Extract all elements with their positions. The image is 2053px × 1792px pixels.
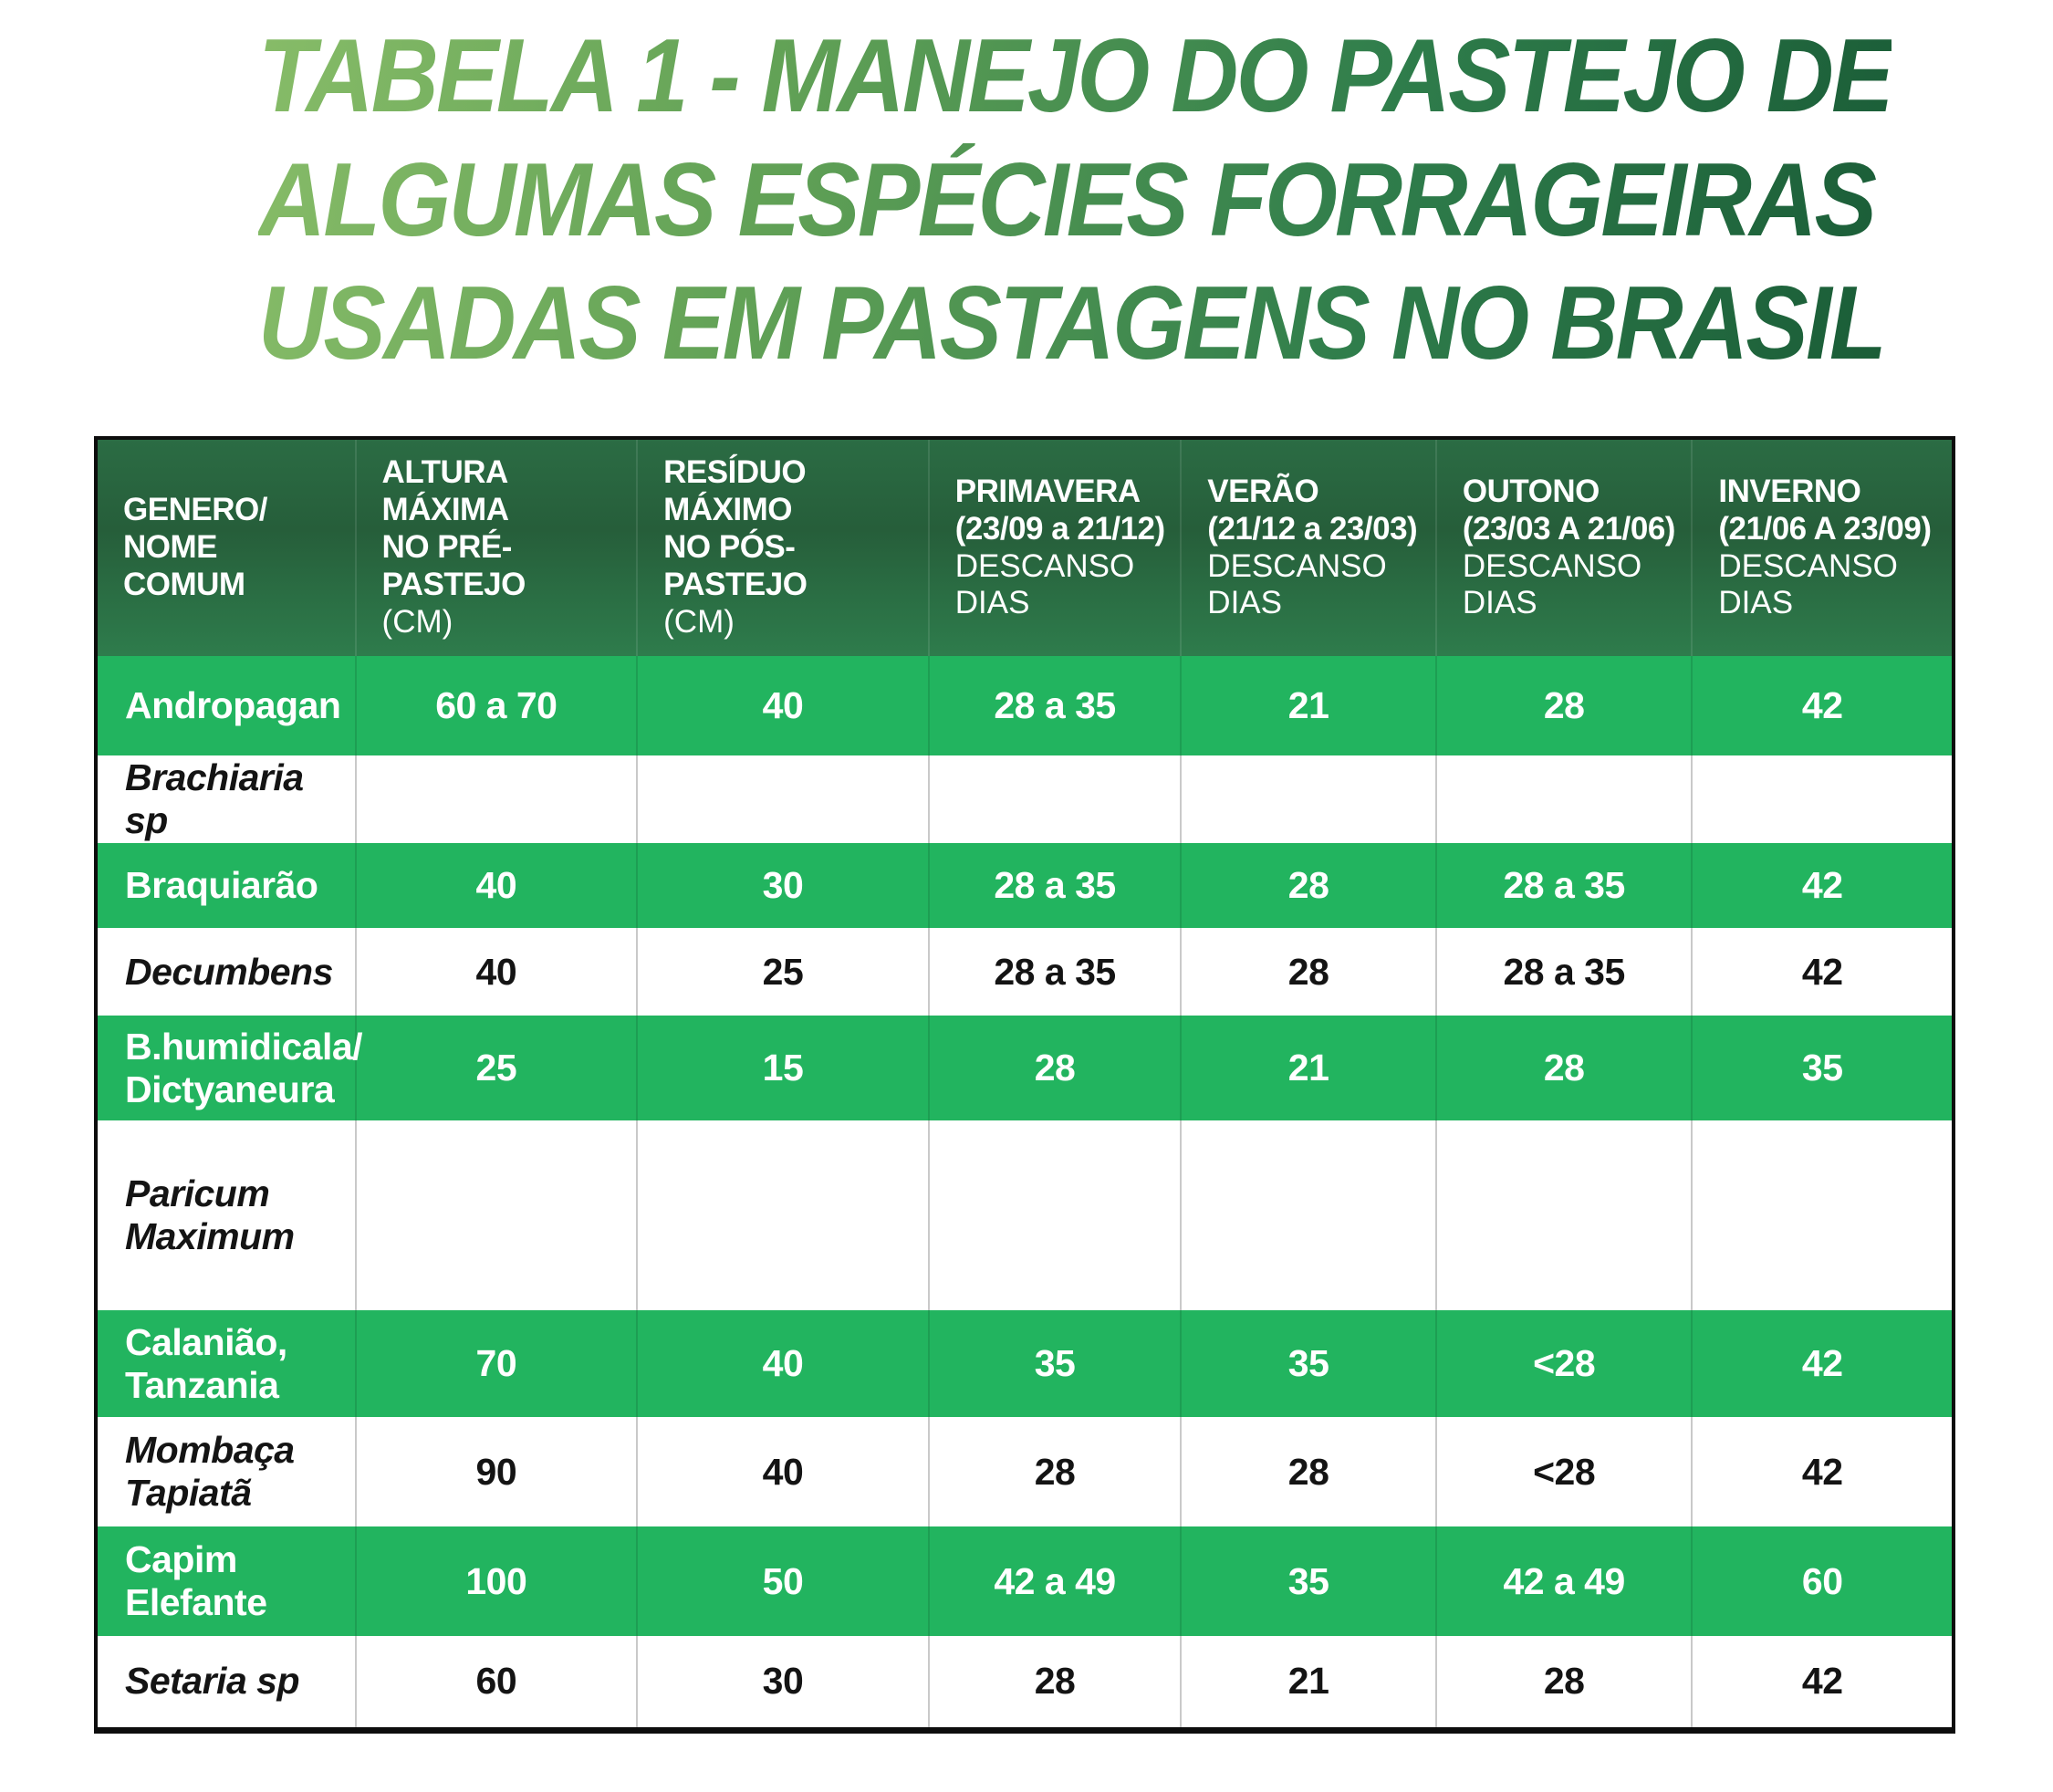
species-cell: Setaria sp	[95, 1636, 356, 1731]
column-header-1: ALTURA MÁXIMA NO PRÉ-PASTEJO (CM)	[354, 438, 638, 656]
species-cell: Brachiaria sp	[95, 755, 356, 844]
value-cell: 28 a 35	[1434, 843, 1693, 929]
value-cell	[354, 1120, 638, 1311]
column-header-0: GENERO/NOME COMUM	[123, 492, 267, 602]
title-line: USADAS EM PASTAGENS NO BRASIL	[258, 266, 1884, 382]
value-cell: 28 a 35	[927, 656, 1182, 755]
table-header: GENERO/NOME COMUM ALTURA MÁXIMA NO PRÉ-PAS…	[96, 438, 1954, 656]
species-cell: Andropagan	[95, 656, 356, 755]
value-cell	[636, 755, 929, 844]
value-cell	[1180, 755, 1436, 844]
value-cell: 28 a 35	[1434, 928, 1693, 1016]
table-row: B.humidicala/Dictyaneura 25 15 28 21 28 35	[95, 1016, 1954, 1121]
value-cell: 35	[927, 1310, 1182, 1418]
value-cell: 42 a 49	[927, 1526, 1182, 1637]
column-header-2: RESÍDUO MÁXIMO NO PÓS-PASTEJO (CM)	[636, 438, 929, 656]
species-cell: Paricum Maximum	[95, 1120, 356, 1311]
value-cell: 90	[354, 1417, 638, 1527]
value-cell: 28	[1434, 656, 1693, 755]
value-cell: 42	[1691, 928, 1954, 1016]
value-cell: 30	[636, 1636, 929, 1731]
value-cell: 28	[927, 1417, 1182, 1527]
value-cell: 42	[1691, 656, 1954, 755]
table-row: Andropagan 60 a 70 40 28 a 35 21 28 42	[95, 656, 1954, 755]
value-cell: 40	[636, 656, 929, 755]
value-cell: 28	[927, 1636, 1182, 1731]
table-row: Paricum Maximum	[95, 1120, 1954, 1311]
value-cell	[1180, 1120, 1436, 1311]
value-cell: <28	[1434, 1417, 1693, 1527]
value-cell: <28	[1434, 1310, 1693, 1418]
value-cell: 25	[636, 928, 929, 1016]
value-cell: 42 a 49	[1434, 1526, 1693, 1637]
value-cell: 25	[354, 1016, 638, 1121]
value-cell: 40	[354, 928, 638, 1016]
value-cell	[1691, 1120, 1954, 1311]
value-cell: 35	[1691, 1016, 1954, 1121]
table-row: Decumbens 40 25 28 a 35 28 28 a 35 42	[95, 928, 1954, 1016]
value-cell: 35	[1180, 1526, 1436, 1637]
value-cell: 28	[1180, 1417, 1436, 1527]
value-cell: 28	[1434, 1636, 1693, 1731]
species-cell: Braquiarão	[95, 843, 356, 929]
table-header-row: GENERO/NOME COMUM ALTURA MÁXIMA NO PRÉ-PAS…	[96, 438, 1954, 656]
table-row: Braquiarão 40 30 28 a 35 28 28 a 35 42	[95, 843, 1954, 929]
value-cell: 40	[636, 1417, 929, 1527]
title-line: TABELA 1 - MANEJO DO PASTEJO DE	[258, 18, 1891, 134]
value-cell: 21	[1180, 1016, 1436, 1121]
table-row: Brachiaria sp	[95, 755, 1954, 844]
value-cell	[1691, 755, 1954, 844]
page-title: TABELA 1 - MANEJO DO PASTEJO DE ALGUMAS …	[258, 15, 1891, 386]
table-row: Setaria sp 60 30 28 21 28 42	[95, 1636, 1954, 1731]
value-cell: 35	[1180, 1310, 1436, 1418]
column-header-5: OUTONO (23/03 A 21/06) DESCANSO DIAS	[1434, 438, 1693, 656]
value-cell: 42	[1691, 1417, 1954, 1527]
value-cell	[354, 755, 638, 844]
value-cell: 60	[354, 1636, 638, 1731]
value-cell	[1434, 1120, 1693, 1311]
value-cell: 28	[1180, 928, 1436, 1016]
column-header-4: VERÃO (21/12 a 23/03) DESCANSO DIAS	[1180, 438, 1436, 656]
table-body: Andropagan 60 a 70 40 28 a 35 21 28 42 Brachiar…	[95, 656, 1954, 1731]
table-row: Calanião, Tanzania 70 40 35 35 <28 42	[95, 1310, 1954, 1418]
value-cell: 15	[636, 1016, 929, 1121]
table-row: Capim Elefante 100 50 42 a 49 35 42 a 49 60	[95, 1526, 1954, 1637]
value-cell: 30	[636, 843, 929, 929]
value-cell: 42	[1691, 1310, 1954, 1418]
species-cell: Decumbens	[95, 928, 356, 1016]
value-cell: 60	[1691, 1526, 1954, 1637]
species-cell: B.humidicala/Dictyaneura	[95, 1016, 363, 1121]
value-cell: 50	[636, 1526, 929, 1637]
value-cell	[927, 755, 1182, 844]
forage-table: GENERO/NOME COMUM ALTURA MÁXIMA NO PRÉ-PAS…	[94, 436, 1955, 1734]
value-cell: 60 a 70	[354, 656, 638, 755]
column-header-3: PRIMAVERA (23/09 a 21/12) DESCANSO DIAS	[927, 438, 1182, 656]
value-cell	[927, 1120, 1182, 1311]
value-cell: 42	[1691, 1636, 1954, 1731]
species-cell: Calanião, Tanzania	[95, 1310, 356, 1418]
value-cell: 21	[1180, 1636, 1436, 1731]
value-cell: 28 a 35	[927, 843, 1182, 929]
value-cell: 42	[1691, 843, 1954, 929]
species-cell: Capim Elefante	[95, 1526, 356, 1637]
value-cell: 70	[354, 1310, 638, 1418]
value-cell: 21	[1180, 656, 1436, 755]
table-row: Mombaça Tapiatã 90 40 28 28 <28 42	[95, 1417, 1954, 1527]
value-cell: 40	[636, 1310, 929, 1418]
column-header-6: INVERNO (21/06 A 23/09) DESCANSO DIAS	[1691, 438, 1954, 656]
value-cell: 100	[354, 1526, 638, 1637]
value-cell: 28	[1180, 843, 1436, 929]
value-cell	[636, 1120, 929, 1311]
title-line: ALGUMAS ESPÉCIES FORRAGEIRAS	[258, 141, 1875, 258]
value-cell: 28 a 35	[927, 928, 1182, 1016]
value-cell: 28	[1434, 1016, 1693, 1121]
species-cell: Mombaça Tapiatã	[95, 1417, 356, 1527]
value-cell: 28	[927, 1016, 1182, 1121]
value-cell: 40	[354, 843, 638, 929]
value-cell	[1434, 755, 1693, 844]
